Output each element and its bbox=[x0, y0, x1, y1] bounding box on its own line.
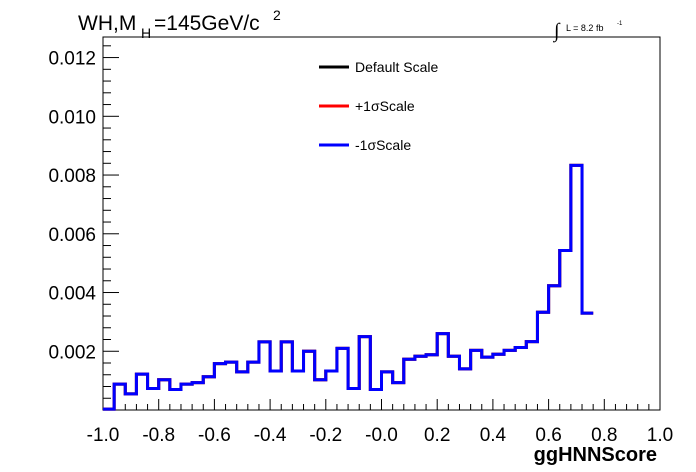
legend-label-default-scale: Default Scale bbox=[355, 59, 438, 75]
x-axis-title: ggHNNScore bbox=[534, 444, 657, 466]
x-tick-label: -0.6 bbox=[198, 425, 231, 446]
y-tick-label: 0.004 bbox=[48, 284, 96, 305]
series-group bbox=[103, 163, 594, 411]
legend-label-plus-1sigma-scale: +1σScale bbox=[355, 98, 415, 114]
y-axis-ticks bbox=[103, 45, 119, 411]
y-tick-label: 0.012 bbox=[48, 49, 96, 70]
x-tick-label: 0.4 bbox=[480, 425, 507, 446]
x-tick-label: 1.0 bbox=[647, 425, 673, 446]
x-tick-label: -1.0 bbox=[87, 425, 120, 446]
x-tick-label: 0.8 bbox=[591, 425, 617, 446]
x-axis-ticks bbox=[102, 399, 661, 410]
x-tick-label: -0.8 bbox=[142, 425, 175, 446]
x-tick-label: 0.2 bbox=[424, 425, 450, 446]
y-tick-label: 0.006 bbox=[48, 225, 96, 246]
x-tick-label: -0.2 bbox=[309, 425, 342, 446]
chart-title-rest: =145GeV/c bbox=[154, 12, 260, 35]
chart-title-main: WH,M bbox=[78, 12, 136, 35]
y-tick-label: 0.008 bbox=[48, 166, 96, 187]
x-tick-label: -0.4 bbox=[254, 425, 287, 446]
x-tick-label: 0.6 bbox=[535, 425, 561, 446]
legend: Default Scale +1σScale -1σScale bbox=[319, 59, 438, 153]
plot-frame bbox=[102, 36, 661, 411]
lumi-integral: ∫ bbox=[552, 20, 561, 43]
y-tick-label: 0.002 bbox=[48, 342, 96, 363]
chart-title-subscript: H bbox=[141, 25, 151, 41]
lumi-text: L = 8.2 fb bbox=[566, 23, 603, 33]
legend-label-minus-1sigma-scale: -1σScale bbox=[355, 137, 411, 153]
x-axis-labels: -1.0 -0.8 -0.6 -0.4 -0.2 -0.0 0.2 0.4 0.6 0.8 1.0 bbox=[87, 425, 674, 446]
y-axis-labels: 0.002 0.004 0.006 0.008 0.010 0.012 bbox=[48, 49, 96, 364]
lumi-superscript: -1 bbox=[617, 21, 623, 27]
chart-title-superscript: 2 bbox=[273, 7, 281, 23]
x-tick-label: -0.0 bbox=[365, 425, 398, 446]
series-line-minus-1sigmascale bbox=[103, 163, 594, 411]
y-tick-label: 0.010 bbox=[48, 107, 96, 128]
